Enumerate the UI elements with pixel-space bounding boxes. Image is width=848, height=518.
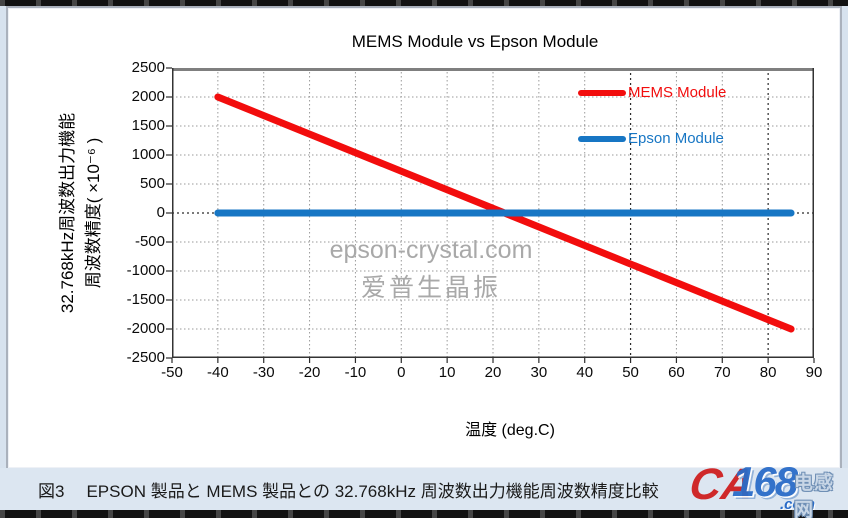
logo-cn-text: 电感网 — [794, 473, 835, 518]
logo-com-text: .com — [780, 496, 816, 513]
y-axis-title-line1: 32.768kHz周波数出力機能 — [58, 112, 77, 314]
x-tick-label: 70 — [713, 364, 731, 381]
x-tick-label: 90 — [805, 364, 823, 381]
y-tick-label: -1000 — [126, 262, 165, 279]
chart-panel — [6, 6, 842, 470]
x-axis-title: 温度 (deg.C) — [465, 422, 555, 439]
legend-label-epson: Epson Module — [628, 130, 724, 147]
caption-band: 図3 EPSON 製品と MEMS 製品との 32.768kHz 周波数出力機能周… — [0, 468, 848, 510]
y-tick-label: 500 — [139, 175, 165, 192]
y-tick-label: -2000 — [126, 320, 165, 337]
x-tick-label: -10 — [344, 364, 367, 381]
mems-module-line-sample — [578, 90, 626, 96]
figure-caption: 図3 EPSON 製品と MEMS 製品との 32.768kHz 周波数出力機能周… — [38, 477, 659, 502]
x-tick-label: 20 — [484, 364, 502, 381]
caption-text: EPSON 製品と MEMS 製品との 32.768kHz 周波数出力機能周波数… — [86, 482, 659, 501]
x-tick-label: 30 — [530, 364, 548, 381]
ca168-watermark-logo: CA 168 .com 电感网 — [687, 456, 848, 518]
y-tick-label: 0 — [156, 204, 165, 221]
figure-label: 図3 — [38, 482, 65, 501]
plot-area — [166, 67, 815, 363]
x-tick-label: 50 — [622, 364, 639, 381]
epson-module-line-sample — [578, 136, 626, 142]
legend-label-mems: MEMS Module — [628, 84, 727, 101]
y-tick-label: -2500 — [126, 349, 165, 366]
x-tick-label: -40 — [207, 364, 229, 381]
x-tick-label: -30 — [252, 364, 275, 381]
y-tick-label: 1500 — [131, 117, 165, 134]
x-tick-label: 40 — [576, 364, 594, 381]
y-tick-label: -500 — [134, 233, 165, 250]
y-tick-label: -1500 — [126, 291, 165, 308]
x-tick-label: -50 — [161, 364, 183, 381]
x-tick-label: -20 — [298, 364, 321, 381]
x-tick-label: 80 — [759, 364, 777, 381]
chart-title: MEMS Module vs Epson Module — [351, 32, 599, 51]
top-border-strip — [0, 0, 848, 6]
y-tick-label: 2500 — [131, 59, 165, 76]
x-tick-label: 0 — [397, 364, 406, 381]
bottom-border-strip — [0, 510, 848, 518]
y-tick-label: 1000 — [131, 146, 165, 163]
x-tick-label: 10 — [438, 364, 456, 381]
y-tick-label: 2000 — [131, 88, 165, 105]
x-tick-label: 60 — [668, 364, 685, 381]
logo-168-text: 168 — [732, 458, 798, 505]
